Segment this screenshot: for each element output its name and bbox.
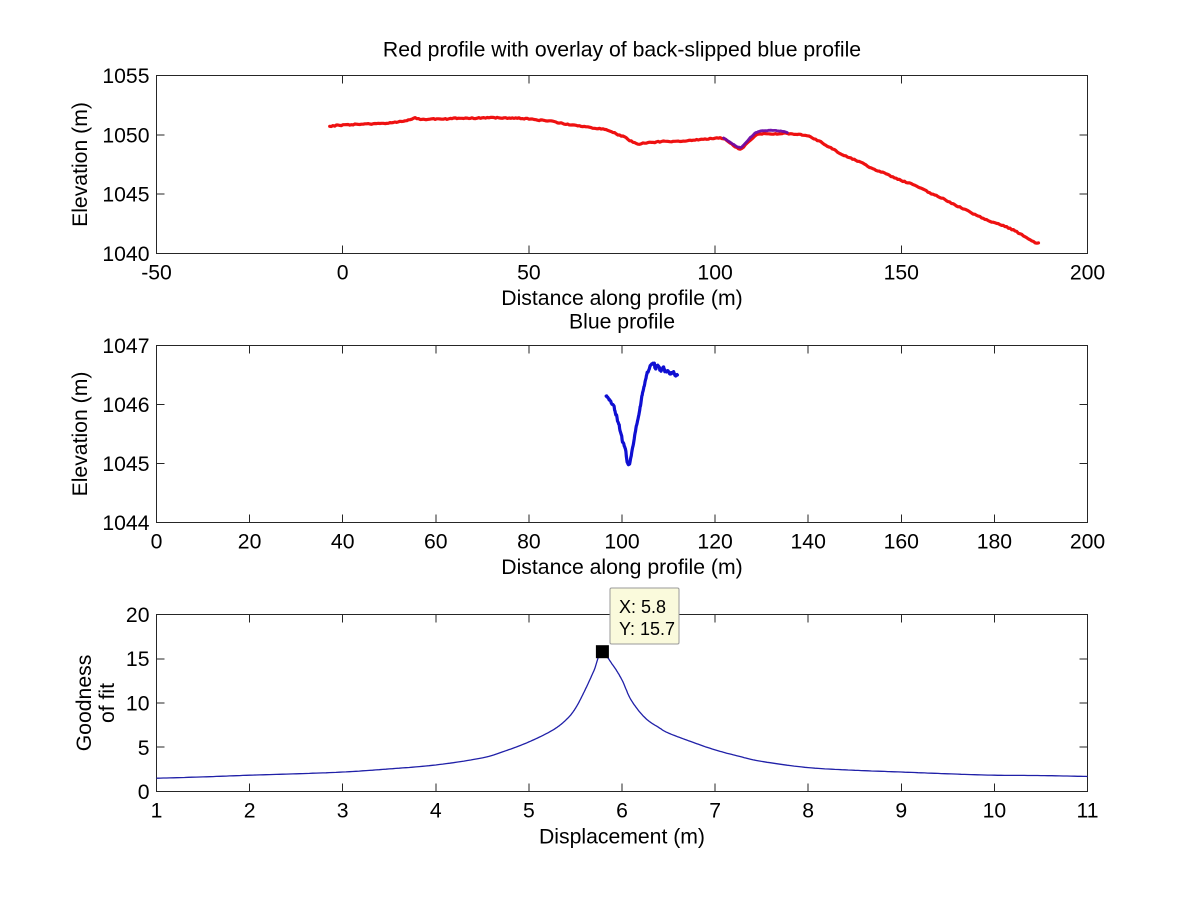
svg-text:1045: 1045 [102, 184, 149, 207]
svg-text:1: 1 [151, 800, 163, 823]
svg-text:100: 100 [604, 531, 639, 554]
svg-text:160: 160 [884, 531, 919, 554]
svg-text:of fit: of fit [96, 683, 119, 723]
svg-text:1055: 1055 [102, 65, 149, 88]
svg-text:10: 10 [983, 800, 1007, 823]
svg-text:Goodness: Goodness [73, 655, 96, 752]
svg-text:0: 0 [151, 531, 163, 554]
svg-text:Displacement (m): Displacement (m) [539, 825, 705, 848]
svg-text:0: 0 [138, 781, 150, 804]
svg-text:20: 20 [126, 604, 150, 627]
svg-text:Elevation (m): Elevation (m) [69, 102, 92, 227]
svg-text:150: 150 [884, 262, 919, 285]
svg-text:2: 2 [244, 800, 256, 823]
svg-text:Red profile with overlay of ba: Red profile with overlay of back-slipped… [383, 39, 861, 62]
svg-text:4: 4 [430, 800, 442, 823]
svg-text:1045: 1045 [102, 453, 149, 476]
svg-text:120: 120 [697, 531, 732, 554]
svg-text:100: 100 [697, 262, 732, 285]
svg-text:8: 8 [802, 800, 814, 823]
svg-text:200: 200 [1070, 531, 1105, 554]
svg-text:9: 9 [895, 800, 907, 823]
svg-text:0: 0 [337, 262, 349, 285]
svg-text:20: 20 [238, 531, 262, 554]
svg-text:1044: 1044 [102, 512, 149, 535]
svg-text:15: 15 [126, 648, 150, 671]
svg-text:6: 6 [616, 800, 628, 823]
svg-text:40: 40 [331, 531, 355, 554]
svg-text:1040: 1040 [102, 243, 149, 266]
svg-text:180: 180 [977, 531, 1012, 554]
svg-text:7: 7 [709, 800, 721, 823]
svg-text:60: 60 [424, 531, 448, 554]
svg-text:3: 3 [337, 800, 349, 823]
svg-text:-50: -50 [141, 262, 172, 285]
svg-text:1046: 1046 [102, 394, 149, 417]
svg-text:Elevation (m): Elevation (m) [69, 372, 92, 497]
svg-text:140: 140 [791, 531, 826, 554]
svg-text:1050: 1050 [102, 124, 149, 147]
svg-text:1047: 1047 [102, 335, 149, 358]
svg-text:10: 10 [126, 693, 150, 716]
svg-text:200: 200 [1070, 262, 1105, 285]
svg-text:50: 50 [517, 262, 541, 285]
svg-text:Blue profile: Blue profile [569, 310, 675, 333]
svg-text:Y: 15.7: Y: 15.7 [619, 619, 675, 639]
svg-text:Distance along profile (m): Distance along profile (m) [501, 287, 742, 310]
svg-text:11: 11 [1077, 800, 1099, 823]
svg-text:80: 80 [517, 531, 541, 554]
svg-text:5: 5 [523, 800, 535, 823]
svg-text:Distance along profile (m): Distance along profile (m) [501, 556, 742, 579]
svg-text:X: 5.8: X: 5.8 [619, 597, 666, 617]
svg-text:5: 5 [138, 737, 150, 760]
